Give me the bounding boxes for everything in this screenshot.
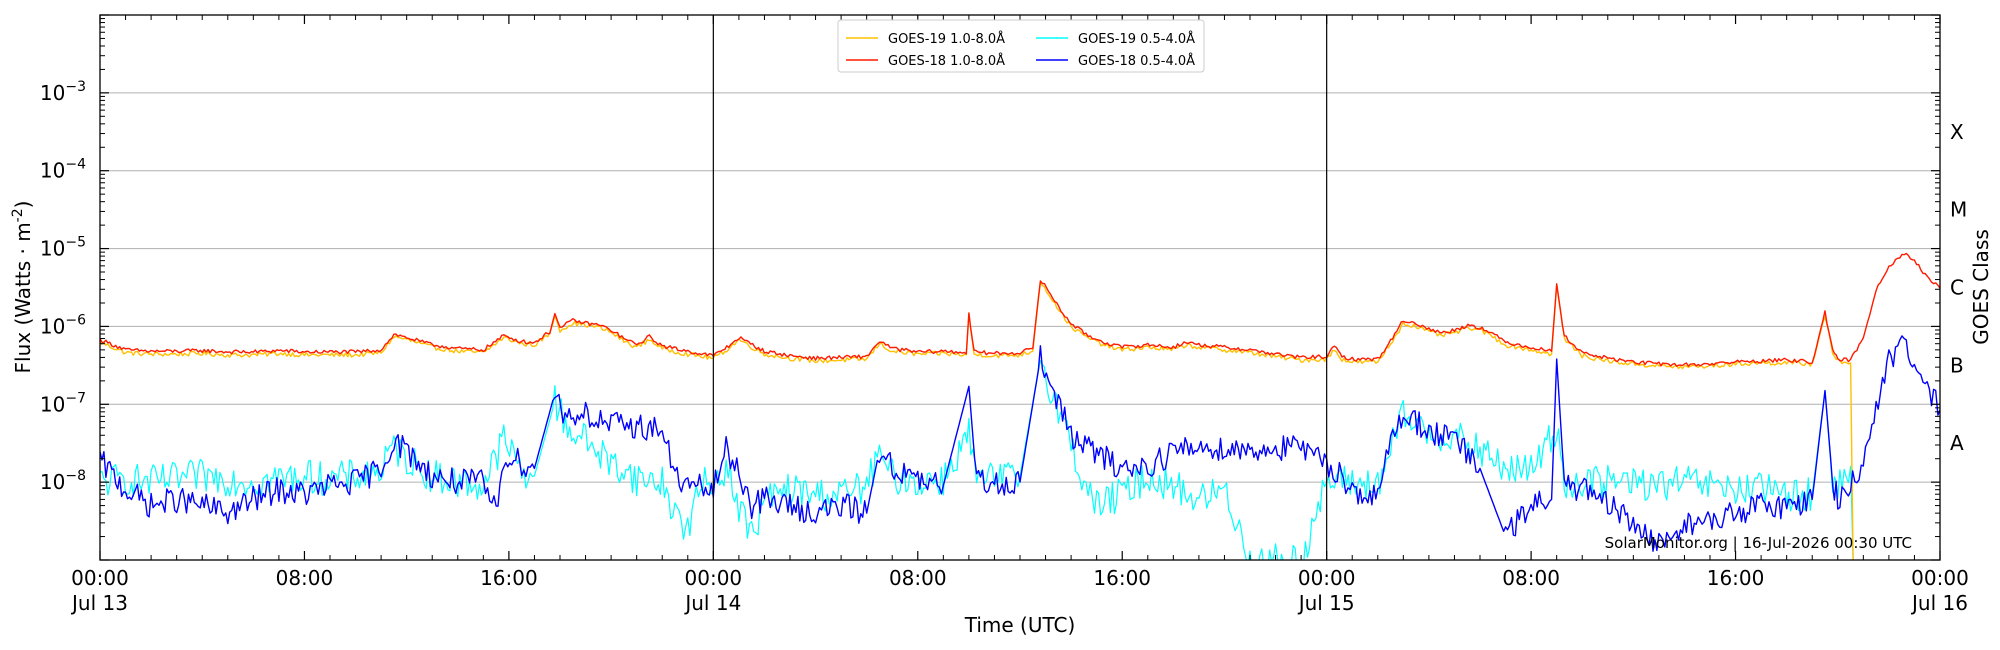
y-tick-label: 10−6 bbox=[40, 312, 86, 338]
legend-label: GOES-19 0.5-4.0Å bbox=[1078, 31, 1195, 47]
x-tick-time: 00:00 bbox=[685, 566, 743, 590]
y-tick-exponent: −5 bbox=[65, 235, 86, 251]
horizontal-gridlines bbox=[100, 92, 1940, 483]
series-line bbox=[100, 252, 1940, 367]
day-boundary-lines bbox=[712, 15, 1328, 560]
legend: GOES-19 1.0-8.0Å GOES-19 0.5-4.0Å GOES-18 … bbox=[837, 19, 1205, 73]
goes-class-b: B bbox=[1950, 353, 1964, 377]
x-tick-time: 08:00 bbox=[889, 566, 947, 590]
y-tick-base: 10 bbox=[40, 81, 65, 105]
x-tick-time: 16:00 bbox=[1093, 566, 1151, 590]
y-tick-exponent: −8 bbox=[65, 468, 86, 484]
legend-label: GOES-18 1.0-8.0Å bbox=[888, 53, 1005, 69]
goes-class-m: M bbox=[1950, 198, 1967, 222]
x-tick-time: 00:00 bbox=[1298, 566, 1356, 590]
x-tick-date: Jul 16 bbox=[1910, 591, 1968, 615]
legend-label: GOES-18 0.5-4.0Å bbox=[1078, 53, 1195, 69]
x-tick-date: Jul 15 bbox=[1297, 591, 1355, 615]
y-tick-exponent: −6 bbox=[65, 312, 86, 328]
x-axis-title: Time (UTC) bbox=[964, 613, 1076, 637]
x-tick-date: Jul 13 bbox=[70, 591, 128, 615]
axis-ticks bbox=[99, 14, 1941, 561]
y-tick-label: 10−8 bbox=[40, 468, 86, 494]
y-tick-base: 10 bbox=[40, 314, 65, 338]
goes-class-x: X bbox=[1950, 120, 1964, 144]
y-tick-label: 10−4 bbox=[40, 157, 86, 183]
y-axis-title-close: ) bbox=[11, 201, 35, 209]
x-tick-time: 08:00 bbox=[1502, 566, 1560, 590]
y-tick-labels: 10−810−710−610−510−410−3 bbox=[40, 79, 86, 494]
y2-axis-title: GOES Class bbox=[1969, 229, 1993, 345]
y-tick-exponent: −4 bbox=[65, 157, 86, 173]
legend-box bbox=[837, 19, 1205, 73]
goes-class-c: C bbox=[1950, 276, 1964, 300]
y-tick-label: 10−3 bbox=[40, 79, 86, 105]
legend-label: GOES-19 1.0-8.0Å bbox=[888, 31, 1005, 47]
series-lines bbox=[100, 252, 1940, 560]
y-tick-exponent: −7 bbox=[65, 390, 86, 406]
y-axis-title-exponent: -2 bbox=[10, 208, 26, 222]
goes-class-labels: A B C M X bbox=[1950, 120, 1967, 455]
y-tick-label: 10−7 bbox=[40, 390, 86, 416]
x-tick-time: 00:00 bbox=[71, 566, 129, 590]
series-line bbox=[100, 335, 1940, 552]
y-axis-title-main: Flux (Watts · m bbox=[11, 222, 35, 373]
x-tick-time: 16:00 bbox=[1707, 566, 1765, 590]
y-tick-base: 10 bbox=[40, 159, 65, 183]
goes-class-a: A bbox=[1950, 431, 1964, 455]
series-line bbox=[100, 359, 1854, 560]
watermark: SolarMonitor.org | 16-Jul-2026 00:30 UTC bbox=[1605, 534, 1912, 552]
x-tick-time: 08:00 bbox=[276, 566, 334, 590]
x-tick-time: 00:00 bbox=[1911, 566, 1969, 590]
series-line bbox=[100, 282, 1854, 560]
y-tick-exponent: −3 bbox=[65, 79, 86, 95]
x-tick-date: Jul 14 bbox=[683, 591, 741, 615]
x-tick-time: 16:00 bbox=[480, 566, 538, 590]
y-tick-base: 10 bbox=[40, 237, 65, 261]
y-tick-base: 10 bbox=[40, 392, 65, 416]
y-tick-label: 10−5 bbox=[40, 235, 86, 261]
y-tick-base: 10 bbox=[40, 470, 65, 494]
y-axis-title: Flux (Watts · m-2) bbox=[10, 201, 35, 374]
